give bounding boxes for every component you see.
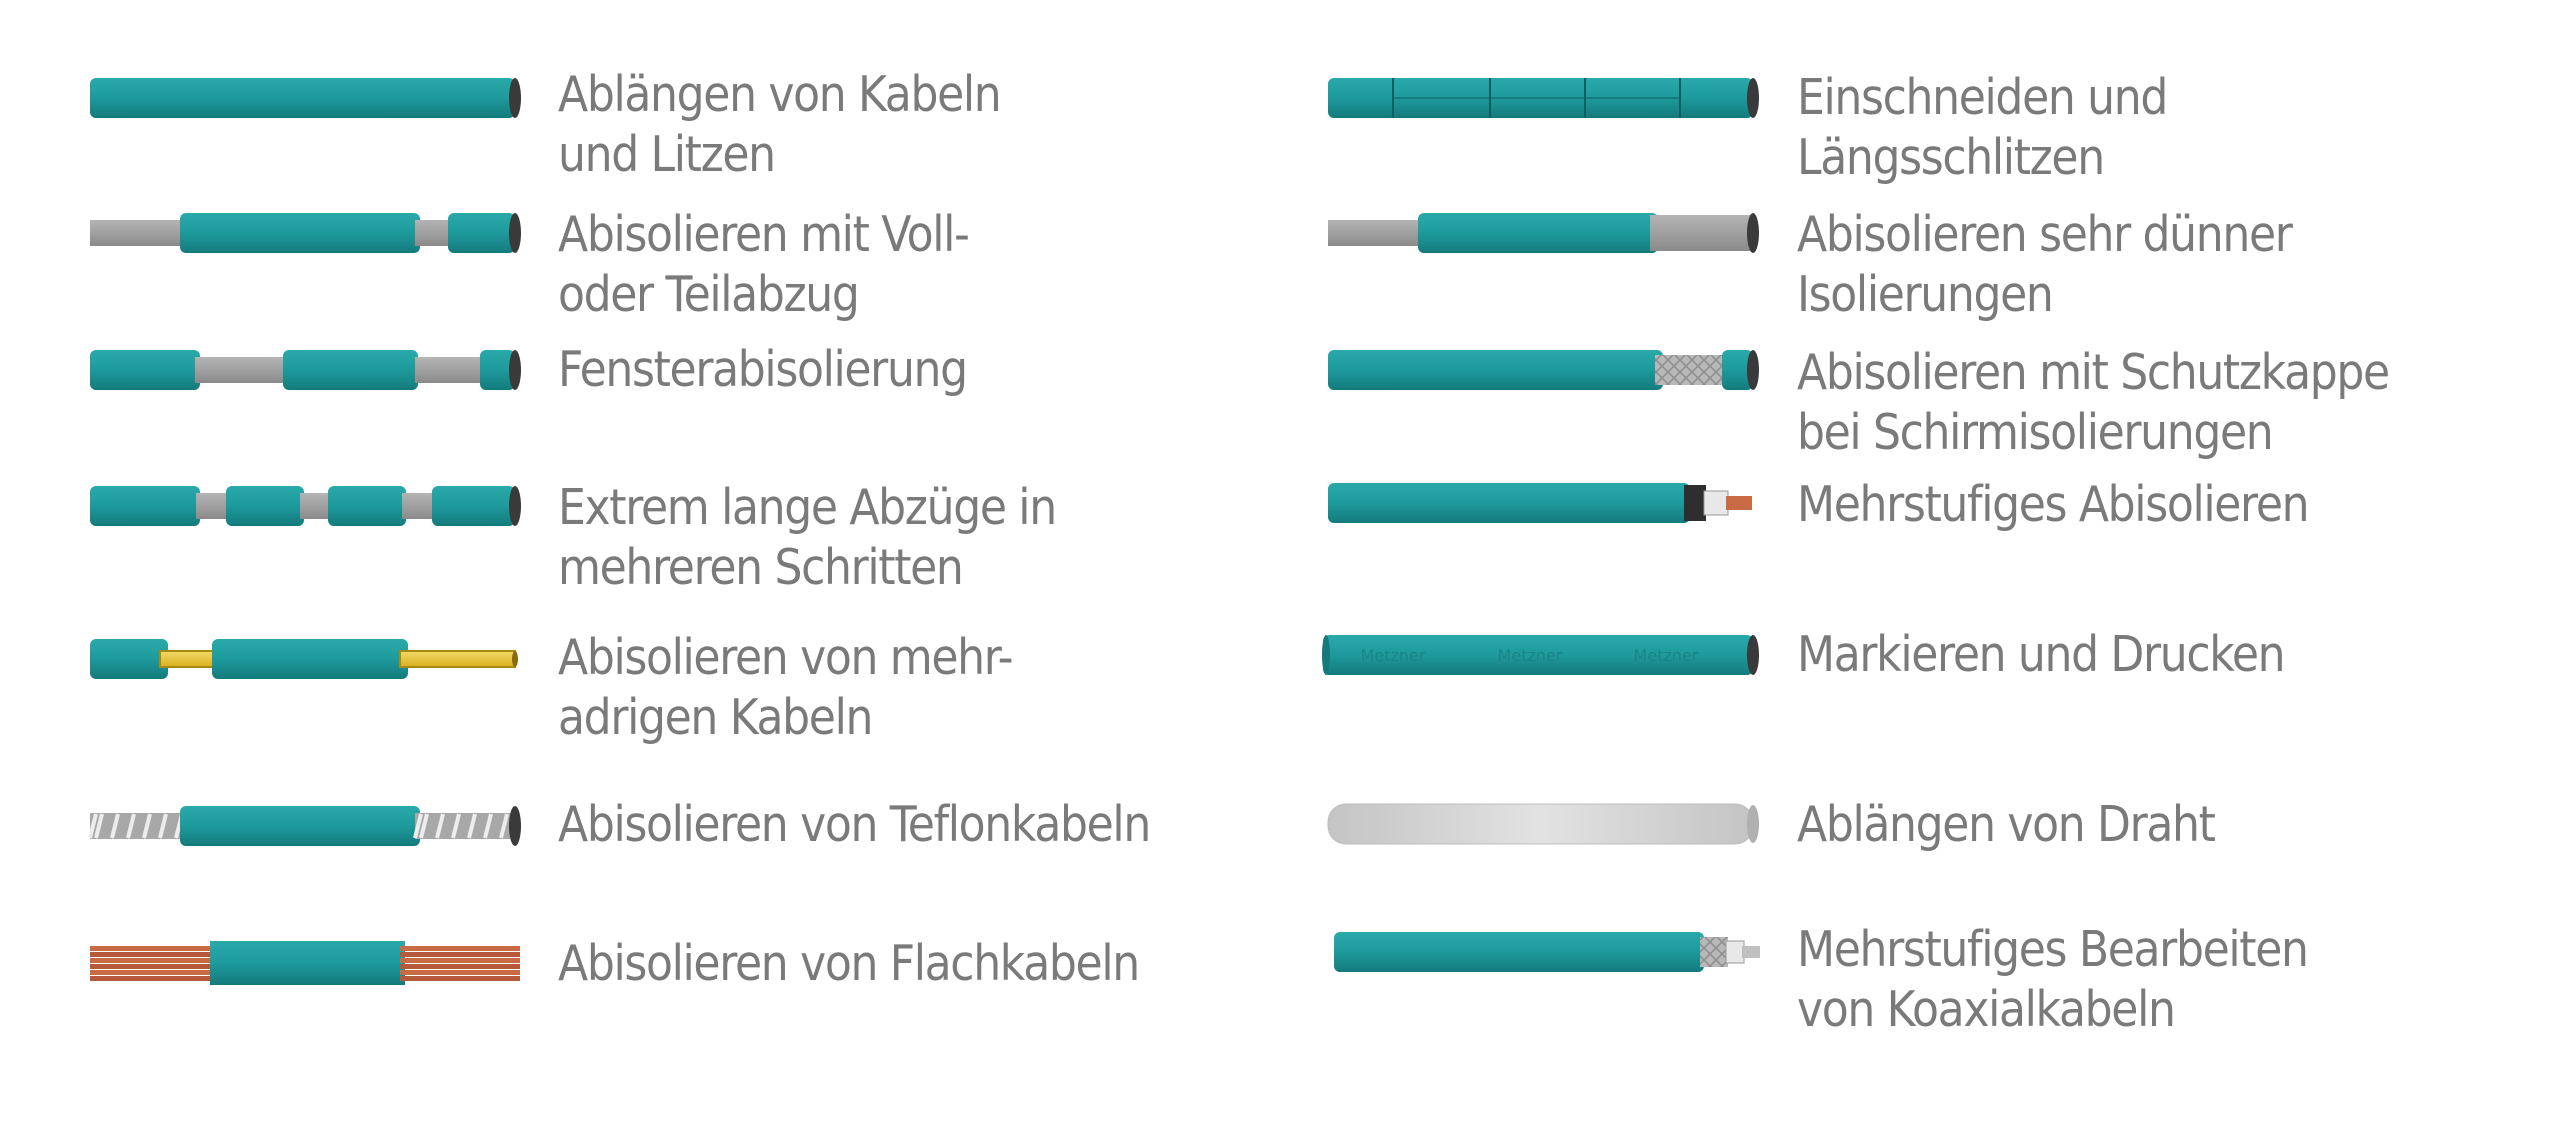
thin-insulation-cable-icon [1328,213,1759,253]
label-flat-cable: Abisolieren von Flachkabeln [558,935,1140,992]
partial-strip-cable-icon [90,213,521,253]
label-full-partial-strip: Abisolieren mit Voll-oder Teilabzug [558,206,970,323]
label-window-strip: Fensterabisolierung [558,341,968,398]
coax-cable-icon [1334,932,1760,972]
flat-cable-icon [90,941,520,985]
label-multi-core: Abisolieren von mehr-adrigen Kabeln [558,629,1014,746]
label-wire: Ablängen von Draht [1797,796,2216,853]
printed-cable-icon: Metzner Metzner Metzner [1322,635,1759,675]
slit-cable-icon [1328,78,1759,118]
multi-core-cable-icon [90,639,518,679]
label-long-strip: Extrem lange Abzüge in mehreren Schritten [558,479,1057,596]
multi-step-strip-cable-icon [90,486,521,526]
label-shielded: Abisolieren mit Schutzkappe bei Schirmiso… [1797,344,2390,461]
window-strip-cable-icon [90,350,521,390]
label-multi-stage: Mehrstufiges Abisolieren [1797,476,2310,533]
label-coax: Mehrstufiges Bearbeiten von Koaxialkabeln [1797,921,2309,1038]
shielded-cable-icon [1328,350,1759,390]
label-slit: Einschneiden und Längsschlitzen [1797,69,2168,186]
print-mark-3: Metzner [1634,646,1699,665]
plain-cable-icon [90,78,521,118]
teflon-cable-icon [88,806,521,846]
label-thin-insulation: Abisolieren sehr dünner Isolierungen [1797,206,2293,323]
label-teflon: Abisolieren von Teflonkabeln [558,796,1151,853]
label-cut-cables: Ablängen von Kabeln und Litzen [558,66,1002,183]
print-mark-1: Metzner [1361,646,1426,665]
print-mark-2: Metzner [1498,646,1563,665]
wire-icon [1327,803,1759,845]
label-marking: Markieren und Drucken [1797,626,2286,683]
multi-stage-strip-cable-icon [1328,483,1752,523]
